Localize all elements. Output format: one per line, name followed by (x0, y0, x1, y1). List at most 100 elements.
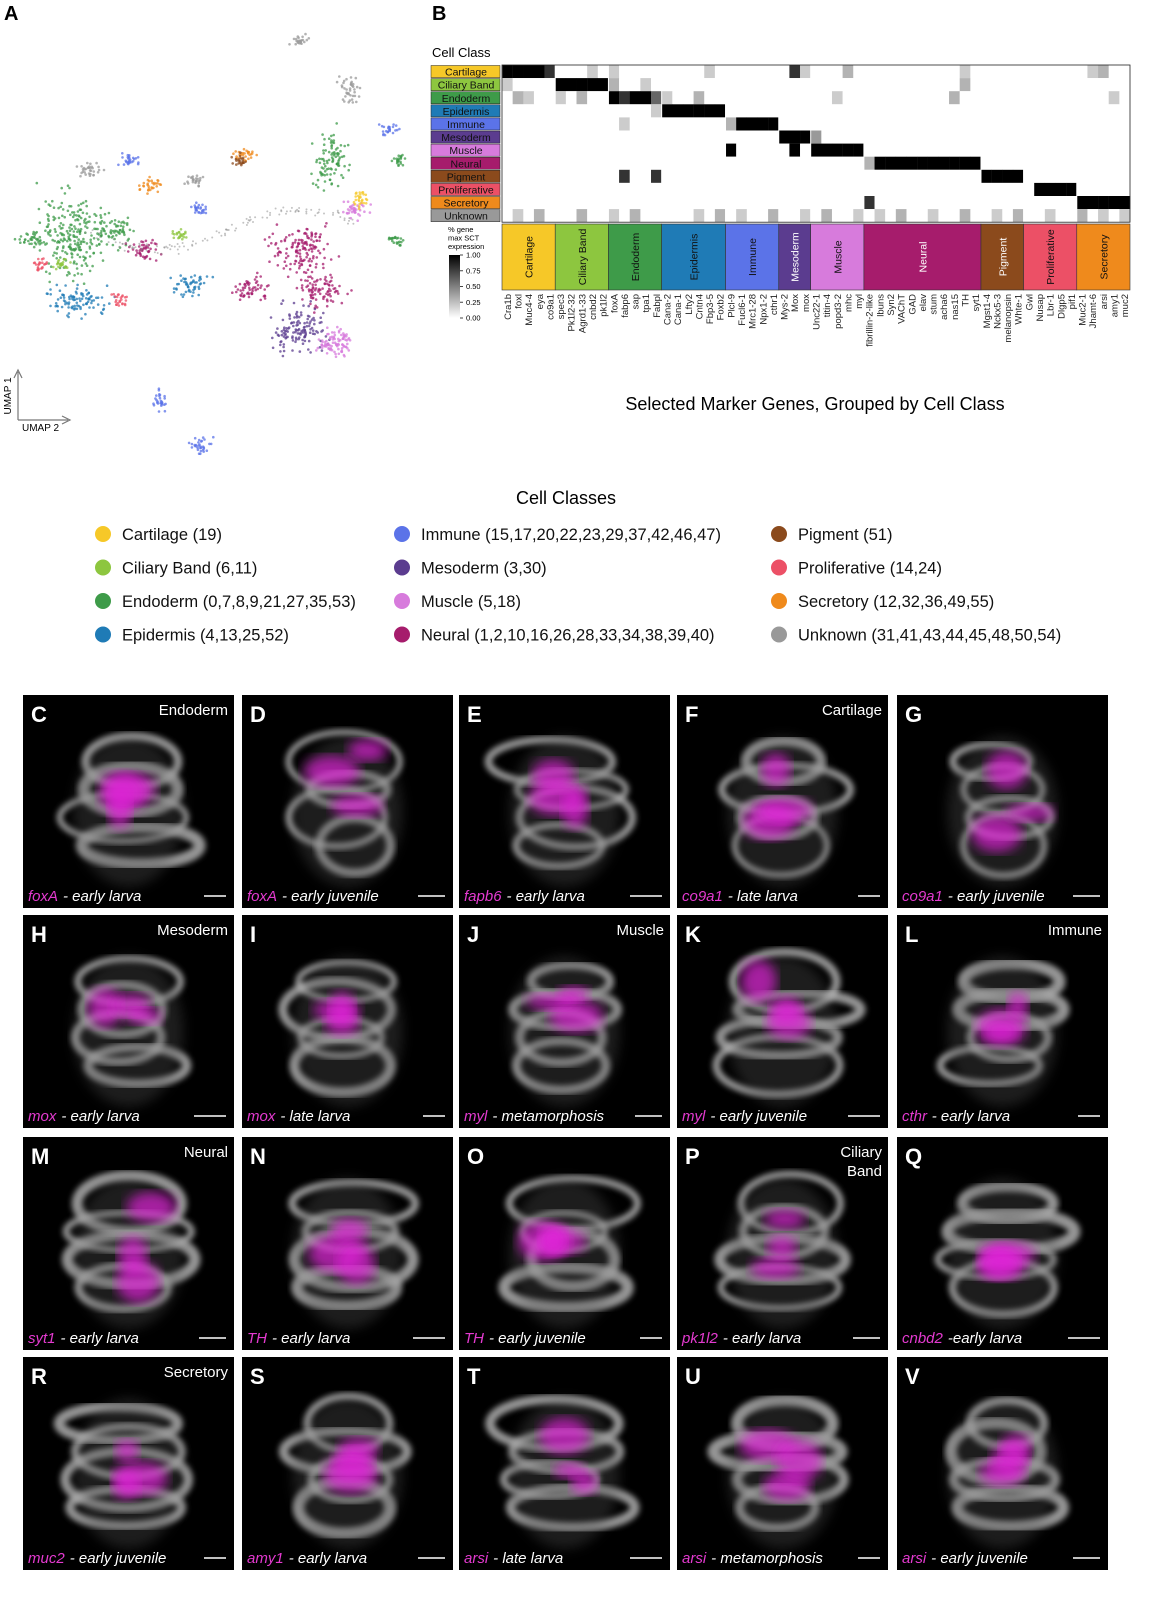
heatmap-cell (991, 130, 1003, 144)
umap-point (72, 296, 76, 299)
umap-point (334, 352, 337, 356)
umap-point (303, 335, 306, 339)
row-label: Pigment (447, 171, 486, 183)
heatmap-cell (502, 104, 513, 118)
heatmap-cell (629, 196, 641, 210)
gene-name: TH (464, 1330, 484, 1347)
legend-swatch (95, 593, 111, 609)
umap-point (78, 222, 82, 226)
umap-point (306, 317, 310, 321)
legend-label: Ciliary Band (6,11) (122, 560, 257, 578)
heatmap-cell (778, 65, 790, 79)
umap-point (307, 339, 311, 343)
umap-point (238, 161, 242, 165)
umap-point (348, 219, 350, 222)
umap-point (344, 345, 347, 349)
umap-point (65, 229, 69, 233)
umap-point (292, 331, 295, 334)
heatmap-cell (1076, 91, 1088, 105)
umap-point (362, 204, 365, 208)
heatmap-cell (746, 209, 758, 223)
umap-point (344, 95, 347, 98)
umap-point (386, 130, 390, 134)
umap-point (96, 303, 100, 306)
caption: co9a1- early juvenile (902, 888, 1045, 905)
heatmap-cell (682, 169, 694, 183)
gene-label: titin-4 (822, 294, 833, 317)
heatmap-cell (1012, 91, 1024, 105)
umap-point (310, 270, 314, 274)
umap-point (276, 264, 280, 267)
heatmap-cell (661, 130, 673, 144)
row-label: Epidermis (443, 106, 490, 118)
heatmap-cell (725, 182, 737, 196)
heatmap-cell (1087, 130, 1099, 144)
heatmap-cell (693, 196, 705, 210)
umap-point (100, 219, 104, 223)
heatmap-cell (1034, 169, 1046, 183)
umap-point (327, 137, 331, 140)
umap-point (40, 266, 44, 270)
umap-point (395, 242, 399, 245)
umap-point (355, 100, 358, 104)
heatmap-cell (1098, 117, 1109, 131)
umap-point (274, 207, 277, 210)
caption: fapb6- early larva (464, 888, 585, 905)
umap-point (192, 240, 194, 243)
heatmap-cell (640, 196, 652, 210)
umap-point (33, 261, 37, 265)
umap-point (357, 95, 361, 98)
umap-point (307, 324, 311, 328)
heatmap-cell (746, 91, 758, 105)
gene-label: foxA (609, 293, 620, 313)
umap-point (297, 242, 300, 246)
umap-point (140, 249, 143, 251)
umap-point (282, 349, 286, 353)
umap-point (55, 247, 59, 251)
umap-point (92, 237, 96, 240)
umap-point (290, 206, 293, 209)
heatmap-cell (768, 196, 779, 210)
stage: - early larva (507, 888, 585, 905)
umap-point (320, 346, 324, 350)
umap-point (184, 283, 188, 286)
heatmap-cell (980, 91, 992, 105)
umap-point (255, 275, 258, 279)
umap-point (101, 227, 104, 230)
umap-point (315, 262, 318, 266)
heatmap-cell (789, 209, 801, 223)
umap-point (260, 284, 263, 287)
heatmap-cell (672, 196, 684, 210)
umap-point (337, 337, 340, 341)
gene-name: TH (247, 1330, 267, 1347)
heatmap-cell (970, 130, 982, 144)
umap-point (313, 293, 317, 296)
heatmap-cell (629, 117, 641, 131)
umap-point (89, 169, 93, 173)
umap-point (303, 231, 307, 235)
heatmap-cell (831, 182, 843, 196)
heatmap-cell (757, 78, 769, 92)
umap-point (305, 255, 308, 259)
umap-point (193, 274, 197, 277)
umap-point (103, 221, 106, 224)
umap-point (291, 245, 294, 249)
umap-point (189, 176, 193, 179)
umap-point (336, 184, 340, 188)
heatmap-cell (821, 78, 833, 92)
umap-point (85, 242, 89, 245)
umap-point (53, 228, 57, 231)
heatmap-cell (1012, 65, 1024, 79)
heatmap-cell (853, 169, 865, 183)
umap-point (255, 271, 259, 275)
umap-point (317, 338, 321, 341)
umap-point (314, 235, 317, 238)
heatmap-cell (810, 104, 822, 118)
heatmap-cell (959, 156, 971, 170)
umap-point (350, 80, 354, 84)
umap-point (102, 168, 106, 172)
heatmap-cell (704, 209, 716, 223)
umap-point (341, 176, 345, 179)
heatmap-cell (725, 65, 737, 79)
heatmap-cell (736, 78, 748, 92)
